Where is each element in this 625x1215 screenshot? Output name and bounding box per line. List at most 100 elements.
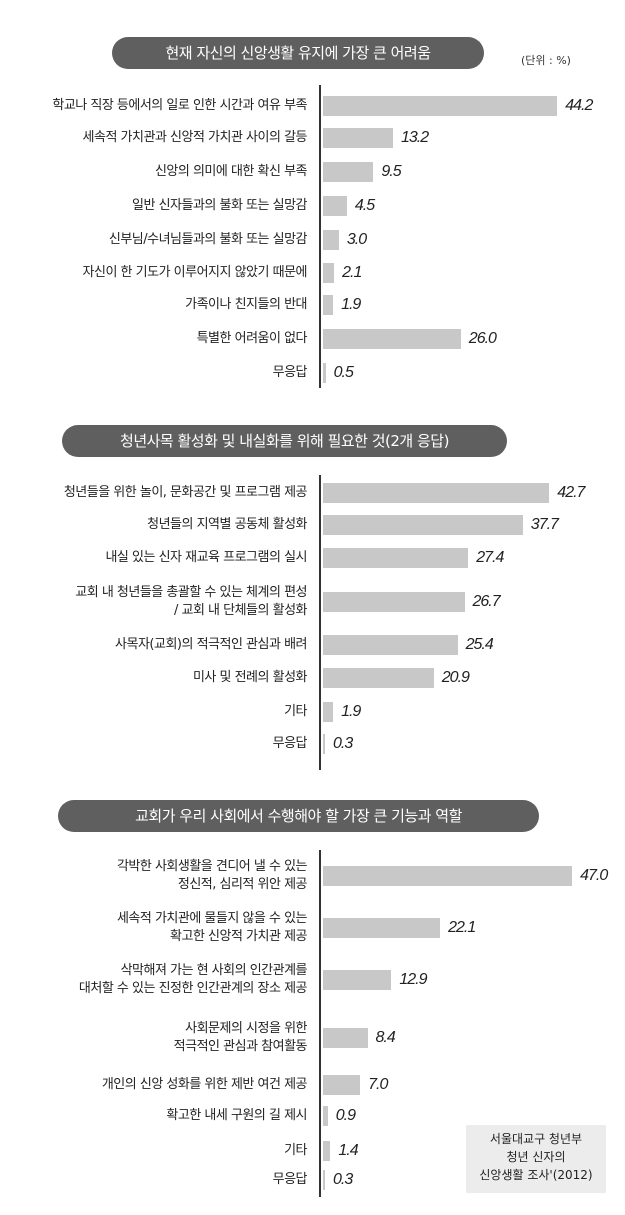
value-label: 13.2: [400, 129, 429, 146]
chart-title-3: 교회가 우리 사회에서 수행해야 할 가장 큰 기능과 역할: [58, 800, 539, 832]
value-label: 37.7: [530, 516, 559, 533]
category-label: 무응답: [272, 364, 308, 382]
bar: [323, 96, 558, 116]
category-label-line: 사목자(교회)의 적극적인 관심과 배려: [115, 637, 307, 652]
value-label: 47.0: [580, 867, 608, 884]
bar: [323, 128, 393, 148]
category-label: 사목자(교회)의 적극적인 관심과 배려: [115, 636, 307, 654]
value-label: 7.0: [368, 1076, 388, 1093]
bar: [323, 483, 550, 503]
category-label-line: 세속적 가치관과 신앙적 가치관 사이의 갈등: [82, 130, 308, 145]
category-label-line: 기타: [284, 1143, 307, 1158]
category-label-line: 미사 및 전례의 활성화: [192, 670, 308, 685]
category-label-line: 정신적, 심리적 위안 제공: [177, 877, 308, 892]
category-label-line: 대처할 수 있는 진정한 인간관계의 장소 제공: [78, 981, 308, 996]
category-label: 기타: [284, 703, 307, 721]
bar: [323, 363, 326, 383]
category-label-line: 세속적 가치관에 물들지 않을 수 있는: [116, 911, 308, 926]
value-label: 1.4: [338, 1142, 358, 1159]
category-label: 청년들을 위한 놀이, 문화공간 및 프로그램 제공: [63, 484, 308, 502]
category-label: 학교나 직장 등에서의 일로 인한 시간과 여유 부족: [52, 97, 307, 115]
value-label: 12.9: [399, 971, 427, 988]
category-label-line: 기타: [284, 704, 307, 719]
category-label: 청년들의 지역별 공동체 활성화: [147, 516, 307, 534]
category-label-line: 교회 내 청년들을 총괄할 수 있는 체계의 편성: [75, 585, 307, 600]
category-label: 사회문제의 시정을 위한 적극적인 관심과 참여활동: [174, 1020, 308, 1056]
value-label: 42.7: [557, 484, 585, 501]
value-label: 4.5: [354, 197, 375, 214]
source-box: 서울대교구 청년부 청년 신자의 신앙생활 조사'(2012): [466, 1125, 606, 1193]
category-label: 각박한 사회생활을 견디어 낼 수 있는 정신적, 심리적 위안 제공: [117, 858, 308, 894]
bar: [323, 1141, 331, 1161]
category-label-line: 가족이나 친지들의 반대: [185, 297, 307, 312]
bar: [323, 668, 434, 688]
value-label: 0.5: [333, 364, 354, 381]
category-label: 일반 신자들과의 불화 또는 실망감: [132, 197, 307, 215]
category-label: 신앙의 의미에 대한 확신 부족: [154, 163, 308, 181]
value-label: 0.3: [333, 1171, 353, 1188]
category-label-line: 청년들의 지역별 공동체 활성화: [147, 517, 307, 532]
category-label: 무응답: [273, 1171, 308, 1189]
value-label: 44.2: [565, 97, 593, 114]
category-label-line: 특별한 어려움이 없다: [196, 331, 308, 346]
value-label: 3.0: [346, 231, 367, 248]
value-label: 1.9: [341, 703, 361, 720]
bar: [323, 970, 392, 990]
chart-title-1: 현재 자신의 신앙생활 유지에 가장 큰 어려움: [112, 37, 484, 69]
chart-axis-3: [319, 850, 321, 1197]
value-label: 26.0: [468, 330, 497, 347]
bar: [323, 196, 347, 216]
category-label: 특별한 어려움이 없다: [196, 330, 308, 348]
category-label-line: 청년들을 위한 놀이, 문화공간 및 프로그램 제공: [63, 485, 308, 500]
bar: [323, 1170, 325, 1190]
value-label: 20.9: [441, 669, 470, 686]
bar: [323, 295, 334, 315]
bar: [323, 1075, 361, 1095]
category-label-line: 일반 신자들과의 불화 또는 실망감: [132, 198, 307, 213]
bar: [323, 548, 469, 568]
category-label-line: / 교회 내 단체들의 활성화: [173, 603, 308, 618]
category-label-line: 확고한 내세 구원의 길 제시: [166, 1108, 307, 1123]
category-label: 무응답: [273, 735, 308, 753]
chart-axis-1: [319, 85, 321, 388]
bar: [323, 515, 523, 535]
category-label-line: 확고한 신앙적 가치관 제공: [170, 929, 307, 944]
category-label: 세속적 가치관과 신앙적 가치관 사이의 갈등: [82, 129, 308, 147]
source-line-2: 청년 신자의: [506, 1150, 566, 1164]
value-label: 2.1: [342, 264, 362, 281]
value-label: 27.4: [476, 549, 504, 566]
value-label: 9.5: [381, 163, 401, 180]
category-label-line: 신앙의 의미에 대한 확신 부족: [154, 164, 308, 179]
category-label: 미사 및 전례의 활성화: [192, 669, 308, 687]
value-label: 1.9: [341, 296, 361, 313]
bar: [323, 918, 441, 938]
bar: [323, 702, 334, 722]
category-label-line: 신부님/수녀님들과의 불화 또는 실망감: [108, 232, 308, 247]
unit-label: (단위 : %): [521, 54, 571, 67]
bar: [323, 329, 461, 349]
bar: [323, 734, 325, 754]
value-label: 0.9: [335, 1107, 356, 1124]
bar: [323, 866, 573, 886]
bar: [323, 1106, 328, 1126]
bar: [323, 592, 465, 612]
source-line-3: 신앙생활 조사'(2012): [479, 1168, 593, 1182]
value-label: 0.3: [333, 735, 353, 752]
category-label-line: 삭막해져 가는 현 사회의 인간관계를: [120, 963, 308, 978]
chart-title-2: 청년사목 활성화 및 내실화를 위해 필요한 것(2개 응답): [62, 425, 507, 457]
value-label: 8.4: [375, 1029, 396, 1046]
category-label-line: 내실 있는 신자 재교육 프로그램의 실시: [105, 550, 307, 565]
category-label: 자신이 한 기도가 이루어지지 않았기 때문에: [82, 264, 308, 282]
chart-axis-2: [319, 475, 321, 770]
category-label-line: 무응답: [272, 365, 308, 380]
category-label-line: 자신이 한 기도가 이루어지지 않았기 때문에: [82, 265, 308, 280]
category-label: 내실 있는 신자 재교육 프로그램의 실시: [105, 549, 307, 567]
bar: [323, 635, 458, 655]
category-label: 신부님/수녀님들과의 불화 또는 실망감: [108, 231, 308, 249]
bar: [323, 230, 339, 250]
category-label: 교회 내 청년들을 총괄할 수 있는 체계의 편성 / 교회 내 단체들의 활성화: [75, 584, 307, 620]
value-label: 26.7: [472, 593, 501, 610]
bar: [323, 1028, 368, 1048]
category-label: 기타: [284, 1142, 307, 1160]
